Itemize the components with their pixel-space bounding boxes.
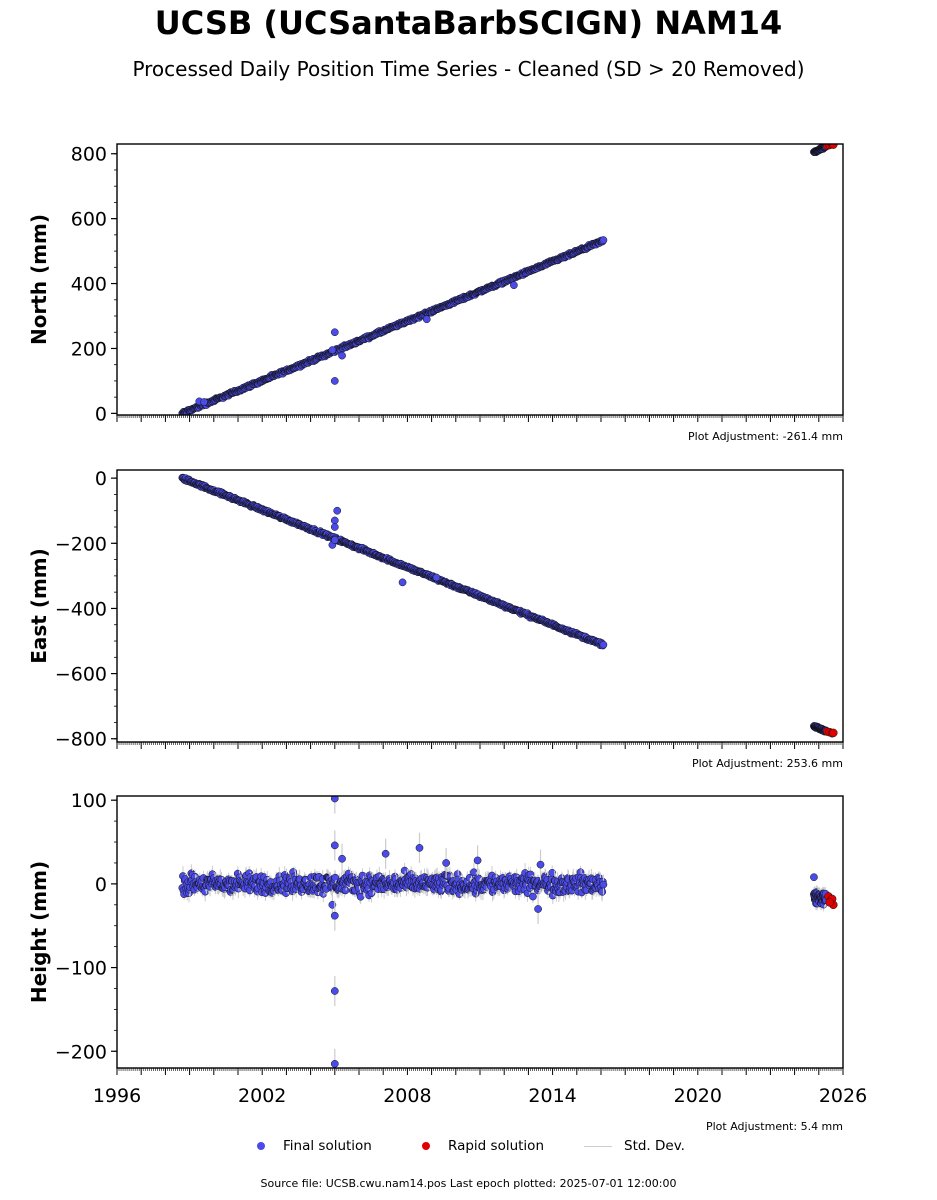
- y-tick-label: −400: [55, 598, 107, 620]
- final-point: [599, 640, 608, 649]
- axes-frame: [116, 469, 844, 743]
- final-outlier: [338, 351, 346, 360]
- axes-frame: [116, 143, 844, 416]
- plot-adjustment-label: Plot Adjustment: -261.4 mm: [688, 430, 843, 443]
- panel-0: 0 200 400 600 800 North (mm) Plot Adjustment: …: [27, 143, 844, 443]
- final-outlier: [330, 328, 339, 337]
- final-point: [529, 892, 537, 901]
- final-outlier: [432, 573, 441, 582]
- final-outlier: [330, 516, 339, 525]
- rapid-point: [829, 728, 838, 738]
- final-outlier: [330, 377, 339, 385]
- final-outlier: [330, 536, 339, 544]
- y-tick-label: 200: [71, 338, 107, 360]
- panel-1: 0 −200 −400 −600 −800 East (mm) Plot Adjustmen…: [27, 468, 844, 770]
- y-tick-label: 400: [71, 274, 107, 296]
- chart-title: UCSB (UCSantaBarbSCIGN) NAM14: [154, 4, 783, 42]
- final-outlier: [398, 578, 407, 587]
- y-tick-label: 0: [95, 403, 107, 425]
- y-axis-label: North (mm): [27, 214, 51, 345]
- final-point: [341, 886, 350, 895]
- y-tick-label: 0: [95, 468, 107, 490]
- data-points: [178, 473, 838, 738]
- final-point: [331, 873, 340, 882]
- y-tick-label: −800: [55, 729, 107, 751]
- final-point: [400, 866, 409, 875]
- plot-adjustment-label: Plot Adjustment: 253.6 mm: [692, 757, 843, 770]
- data-points: [178, 144, 838, 415]
- y-axis-label: East (mm): [27, 548, 51, 664]
- final-outlier: [328, 346, 337, 354]
- final-point: [599, 236, 608, 244]
- y-tick-label: −200: [55, 533, 107, 555]
- chart-subtitle: Processed Daily Position Time Series - C…: [132, 57, 805, 81]
- data-points: [178, 796, 838, 1068]
- final-outlier: [333, 506, 342, 515]
- final-outlier: [330, 523, 339, 531]
- final-outlier: [510, 281, 518, 290]
- y-tick-label: −600: [55, 664, 107, 686]
- y-tick-label: 600: [71, 209, 107, 231]
- final-outlier: [422, 315, 431, 324]
- final-outlier: [200, 398, 208, 406]
- y-tick-label: 800: [71, 144, 107, 166]
